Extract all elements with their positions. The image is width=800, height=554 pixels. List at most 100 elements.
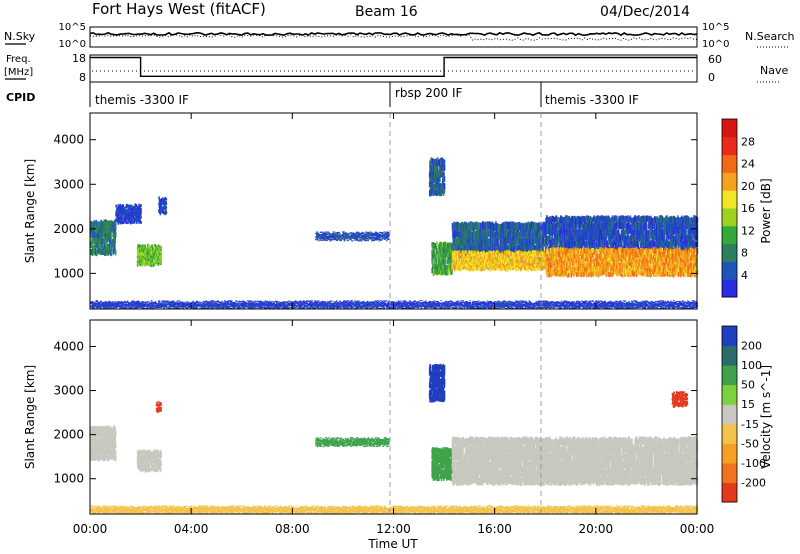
data-cell bbox=[329, 234, 331, 236]
data-cell bbox=[444, 259, 447, 265]
data-cell bbox=[440, 259, 443, 265]
data-region bbox=[315, 231, 390, 242]
data-cell bbox=[485, 262, 488, 266]
data-cell bbox=[376, 235, 378, 237]
data-cell bbox=[337, 233, 339, 235]
data-cell bbox=[508, 260, 511, 264]
data-cell bbox=[384, 236, 387, 238]
data-cell bbox=[345, 232, 347, 234]
data-cell bbox=[323, 235, 326, 237]
data-cell bbox=[505, 264, 508, 268]
data-cell bbox=[125, 218, 127, 222]
data-cell bbox=[474, 231, 476, 239]
data-cell bbox=[92, 238, 94, 245]
data-cell bbox=[151, 244, 154, 248]
data-cell bbox=[488, 266, 490, 270]
data-cell bbox=[321, 233, 324, 235]
data-cell bbox=[132, 217, 134, 221]
data-cell bbox=[129, 215, 132, 219]
data-cell bbox=[92, 244, 94, 251]
data-cell bbox=[114, 238, 116, 244]
data-cell bbox=[510, 267, 512, 270]
data-cell bbox=[440, 269, 443, 275]
data-cell bbox=[122, 217, 125, 221]
data-cell bbox=[130, 211, 133, 215]
data-cell bbox=[458, 267, 461, 271]
data-cell bbox=[439, 157, 442, 164]
data-cell bbox=[147, 259, 149, 264]
data-cell bbox=[329, 235, 331, 237]
data-cell bbox=[458, 265, 460, 269]
data-cell bbox=[125, 208, 128, 212]
data-cell bbox=[316, 235, 319, 237]
data-region bbox=[136, 243, 162, 268]
data-cell bbox=[429, 160, 431, 167]
data-cell bbox=[340, 239, 342, 241]
data-cell bbox=[352, 236, 355, 238]
data-cell bbox=[92, 230, 95, 237]
data-cell bbox=[445, 244, 447, 250]
data-cell bbox=[361, 231, 364, 233]
data-cell bbox=[109, 243, 112, 249]
data-cell bbox=[543, 228, 546, 236]
data-cell bbox=[165, 201, 168, 205]
data-cell bbox=[517, 236, 519, 245]
data-cell bbox=[141, 254, 144, 258]
data-cell bbox=[384, 235, 386, 237]
data-cell bbox=[501, 259, 503, 262]
data-cell bbox=[462, 246, 464, 254]
noise-tick-high: 10^5 bbox=[59, 22, 86, 33]
data-cell bbox=[539, 256, 541, 260]
data-cell bbox=[98, 221, 100, 227]
data-cell bbox=[529, 256, 531, 260]
data-region bbox=[431, 241, 453, 276]
data-cell bbox=[356, 233, 358, 235]
data-cell bbox=[382, 234, 385, 236]
data-cell bbox=[316, 231, 318, 233]
data-cell bbox=[457, 258, 459, 262]
data-cell bbox=[143, 251, 146, 255]
data-cell bbox=[315, 232, 318, 234]
data-cell bbox=[487, 259, 489, 263]
data-cell bbox=[506, 258, 508, 262]
data-cell bbox=[337, 235, 339, 237]
data-cell bbox=[338, 237, 341, 239]
data-cell bbox=[343, 240, 346, 242]
data-cell bbox=[368, 236, 370, 238]
data-cell bbox=[140, 220, 142, 224]
data-cell bbox=[351, 240, 354, 242]
data-cell bbox=[321, 237, 323, 239]
data-cell bbox=[158, 196, 160, 199]
data-cell bbox=[356, 232, 359, 234]
data-cell bbox=[317, 232, 319, 234]
data-cell bbox=[380, 239, 383, 241]
data-cell bbox=[507, 231, 509, 239]
data-cell bbox=[516, 245, 519, 253]
data-cell bbox=[103, 250, 106, 256]
data-cell bbox=[146, 251, 148, 255]
data-cell bbox=[450, 258, 453, 264]
data-cell bbox=[364, 235, 366, 237]
data-cell bbox=[322, 235, 324, 237]
data-cell bbox=[388, 238, 390, 240]
data-cell bbox=[160, 245, 162, 249]
data-cell bbox=[469, 265, 472, 269]
data-cell bbox=[461, 258, 464, 262]
data-cell bbox=[505, 268, 507, 272]
data-cell bbox=[353, 235, 356, 237]
data-cell bbox=[342, 235, 345, 237]
data-cell bbox=[121, 206, 123, 209]
data-cell bbox=[508, 262, 510, 266]
data-cell bbox=[376, 232, 379, 234]
data-cell bbox=[436, 253, 439, 260]
data-cell bbox=[492, 228, 495, 237]
data-cell bbox=[460, 267, 463, 270]
data-cell bbox=[538, 254, 541, 258]
data-cell bbox=[163, 206, 165, 210]
data-cell bbox=[141, 263, 143, 267]
data-cell bbox=[465, 250, 467, 254]
data-cell bbox=[454, 250, 456, 254]
data-cell bbox=[379, 239, 381, 241]
data-cell bbox=[464, 265, 466, 269]
